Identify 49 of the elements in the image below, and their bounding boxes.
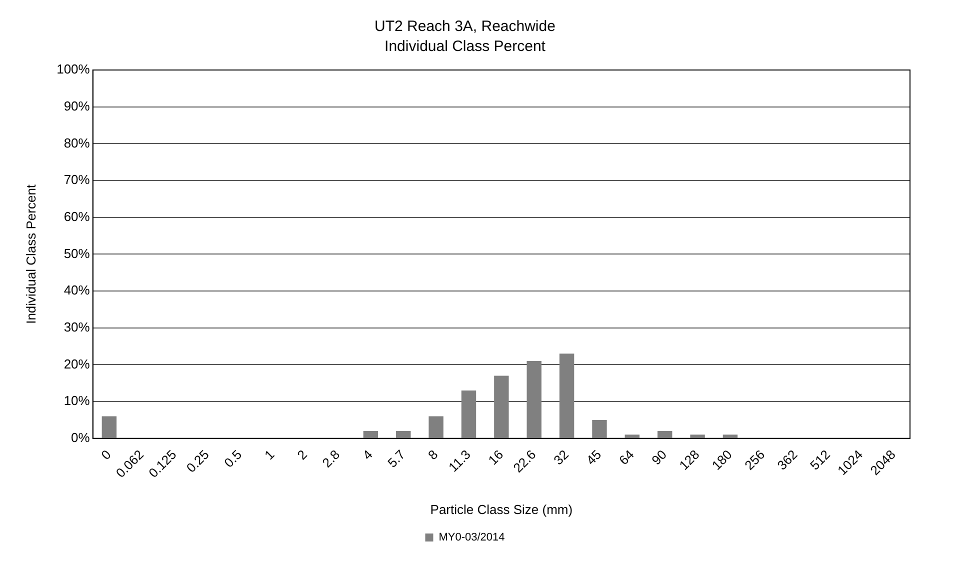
x-tick-label: 8 (424, 446, 441, 463)
y-tick-label: 90% (64, 98, 90, 114)
x-tick-label: 0 (98, 446, 114, 463)
x-tick-label: 0.5 (221, 446, 245, 470)
x-tick-label: 11.3 (446, 446, 474, 475)
y-tick-label: 0% (71, 430, 90, 445)
bar (461, 390, 476, 438)
bar (396, 431, 411, 438)
x-tick-label: 2.8 (319, 446, 343, 470)
bar (690, 434, 705, 438)
legend-label: MY0-03/2014 (438, 532, 505, 544)
x-tick-label: 90 (648, 446, 670, 468)
bar (428, 416, 444, 438)
chart-title: UT2 Reach 3A, Reachwide (374, 18, 556, 36)
x-tick-label: 64 (616, 446, 637, 468)
bar (102, 416, 117, 438)
y-tick-label: 20% (64, 356, 90, 372)
y-tick-label: 30% (64, 319, 90, 334)
y-tick-label: 60% (64, 208, 90, 224)
y-tick-label: 100% (56, 62, 90, 77)
bar (526, 361, 542, 438)
bar (363, 431, 378, 438)
x-axis-title: Particle Class Size (mm) (430, 502, 573, 517)
x-tick-label: 512 (806, 446, 833, 473)
y-tick-label: 80% (64, 135, 90, 150)
y-tick-label: 70% (64, 172, 90, 188)
x-tick-label: 1 (262, 446, 278, 463)
x-tick-label: 0.25 (183, 446, 212, 476)
x-tick-label: 4 (360, 446, 376, 463)
x-tick-label: 32 (550, 446, 572, 468)
chart-subtitle: Individual Class Percent (384, 38, 546, 56)
y-tick-label: 10% (64, 393, 90, 408)
bar (624, 434, 640, 438)
y-tick-label: 40% (64, 282, 90, 298)
x-tick-label: 362 (774, 446, 800, 473)
x-tick-label: 5.7 (384, 446, 408, 470)
x-tick-label: 2 (294, 446, 310, 463)
y-tick-label: 50% (64, 246, 90, 261)
bar (658, 431, 672, 438)
x-tick-label: 16 (485, 446, 506, 468)
bar (592, 420, 607, 438)
x-tick-label: 128 (676, 446, 702, 473)
x-tick-label: 180 (708, 446, 735, 473)
bar (494, 376, 509, 438)
bar (722, 434, 738, 438)
x-tick-label: 256 (742, 446, 768, 473)
y-axis-title: Individual Class Percent (23, 184, 38, 324)
bar (559, 354, 574, 438)
x-tick-label: 45 (583, 446, 604, 468)
